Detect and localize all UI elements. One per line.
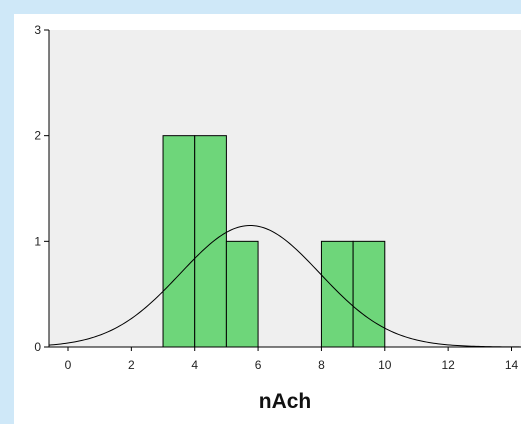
y-tick-label-0: 0: [34, 340, 41, 354]
chart-frame: 0 2 4 6 8 10 12 14 0 1 2 3 nAch: [14, 14, 521, 424]
normal-curve: [48, 224, 521, 348]
x-tick-label-10: 10: [378, 358, 392, 372]
x-tick-label-2: 2: [128, 358, 135, 372]
y-tick-label-2: 2: [34, 129, 41, 143]
x-tick-label-12: 12: [441, 358, 455, 372]
histogram-bar-0: [162, 135, 196, 348]
plot-area: [49, 30, 521, 347]
histogram-bar-2: [225, 240, 259, 348]
x-tick-label-8: 8: [318, 358, 325, 372]
x-tick-label-4: 4: [191, 358, 198, 372]
y-tick-label-1: 1: [34, 234, 41, 248]
histogram-bar-5: [320, 240, 354, 348]
x-axis-title: nAch: [259, 390, 312, 413]
x-tick-label-0: 0: [65, 358, 72, 372]
x-tick-label-6: 6: [255, 358, 262, 372]
histogram-bar-1: [194, 135, 227, 348]
y-tick-label-3: 3: [34, 23, 41, 37]
x-tick-label-14: 14: [505, 358, 519, 372]
histogram-bar-6: [352, 240, 386, 348]
